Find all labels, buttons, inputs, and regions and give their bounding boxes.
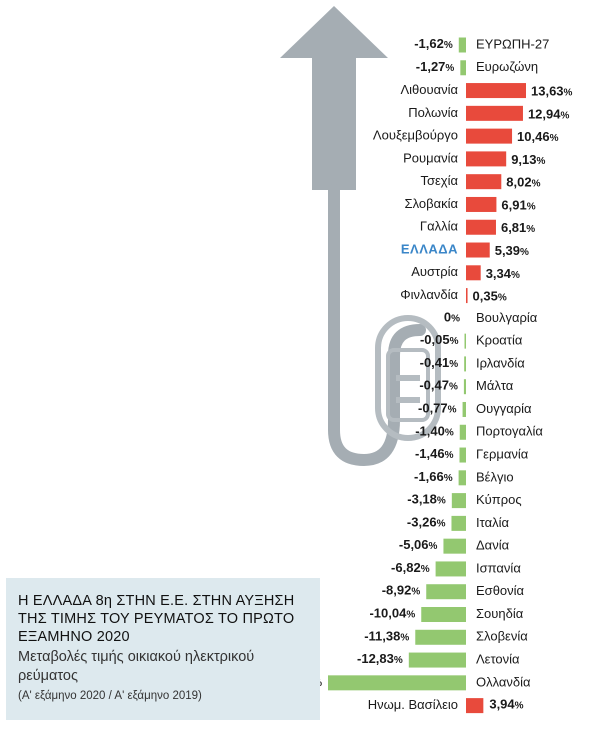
value-label: -1,27% [416, 59, 455, 74]
bar [451, 515, 466, 531]
value-label: 9,13% [511, 152, 545, 167]
category-label: Ηνωμ. Βασίλειο [368, 697, 458, 712]
category-label: Γαλλία [420, 219, 459, 234]
value-label: -8,92% [382, 583, 421, 598]
value-label: 0% [444, 310, 460, 325]
category-label: Σλοβενία [476, 629, 528, 644]
title-box: Η ΕΛΛΑΔΑ 8η ΣΤΗΝ Ε.Ε. ΣΤΗΝ ΑΥΞΗΣΗ ΤΗΣ ΤΙ… [6, 578, 320, 720]
value-label: 0,35% [473, 289, 507, 304]
bar [464, 356, 466, 372]
category-label: Σλοβακία [405, 196, 459, 211]
category-label: Μάλτα [476, 378, 514, 393]
arrow-up-icon [280, 6, 426, 467]
bar [459, 447, 466, 463]
category-label: Βουλγαρία [476, 310, 538, 325]
category-label: ΕΛΛΑΔΑ [401, 241, 458, 256]
bar [451, 493, 466, 509]
category-label: Ιταλία [476, 515, 509, 530]
category-label: Σουηδία [476, 606, 524, 621]
bar [421, 607, 466, 622]
value-label: -6,82% [391, 560, 430, 575]
value-label: 5,39% [495, 243, 529, 258]
bar [408, 652, 466, 668]
bar [466, 151, 507, 167]
value-label: 10,46% [517, 130, 559, 145]
bar [426, 584, 466, 600]
bar [460, 60, 466, 76]
category-label: Ισπανία [476, 560, 521, 575]
category-label: ΕΥΡΩΠΗ-27 [476, 36, 549, 51]
value-label: 8,02% [506, 175, 540, 190]
category-label: Κροατία [476, 333, 523, 348]
bar [466, 128, 513, 144]
value-label: -11,38% [364, 629, 409, 644]
category-label: Δανία [476, 538, 510, 553]
value-label: 6,81% [501, 221, 535, 236]
bar [443, 538, 466, 554]
category-label: Ολλανδία [476, 674, 531, 689]
bar [458, 37, 466, 53]
bar [458, 470, 466, 486]
bar [466, 242, 490, 258]
bar [466, 288, 468, 304]
bar [466, 83, 526, 99]
value-label: -0,41% [420, 355, 459, 370]
bar [463, 379, 466, 395]
bar [328, 675, 466, 691]
value-label: -0,05% [420, 333, 459, 348]
category-label: Ρουμανία [403, 150, 458, 165]
category-label: Φινλανδία [400, 287, 458, 302]
bar [464, 333, 466, 349]
category-label: Ιρλανδία [476, 355, 525, 370]
category-label: Αυστρία [411, 264, 458, 279]
category-label: Πολωνία [408, 105, 458, 120]
bars-layer: ΕΥΡΩΠΗ-27 -1,62% Ευρωζώνη -1,27% Λιθουανία 13… [276, 36, 573, 714]
category-label: Λιθουανία [400, 82, 458, 97]
value-label: 13,63% [531, 84, 573, 99]
bar [466, 105, 523, 121]
power-plug-icon [375, 315, 441, 441]
value-label: 3,94% [489, 697, 523, 712]
category-label: Εσθονία [476, 583, 525, 598]
category-label: Πορτογαλία [476, 424, 543, 439]
category-label: Ουγγαρία [476, 401, 532, 416]
bar [466, 196, 497, 212]
value-label: -3,26% [407, 515, 446, 530]
value-label: -0,47% [419, 378, 458, 393]
value-label: -10,04% [369, 606, 415, 621]
category-label: Λετονία [476, 651, 520, 666]
bar [466, 698, 484, 714]
value-label: -1,40% [415, 424, 454, 439]
bar [462, 401, 466, 417]
value-label: 3,34% [486, 266, 520, 281]
bar [466, 174, 502, 190]
value-label: -5,06% [399, 538, 438, 553]
category-label: Τσεχία [420, 173, 458, 188]
value-label: -1,62% [414, 36, 453, 51]
category-label: Βέλγιο [476, 469, 514, 484]
category-label: Λουξεμβούργο [373, 128, 458, 143]
bar [435, 561, 466, 577]
value-label: -1,66% [414, 469, 453, 484]
value-label: -3,18% [407, 492, 446, 507]
bar [466, 219, 496, 235]
value-label: -0,77% [418, 401, 457, 416]
chart-subtitle: Μεταβολές τιμής οικιακού ηλεκτρικού ρεύμ… [18, 649, 255, 684]
chart-note: (Α' εξάμηνο 2020 / Α' εξάμηνο 2019) [18, 690, 202, 702]
value-label: 6,91% [501, 198, 535, 213]
chart-title: Η ΕΛΛΑΔΑ 8η ΣΤΗΝ Ε.Ε. ΣΤΗΝ ΑΥΞΗΣΗ ΤΗΣ ΤΙ… [18, 593, 295, 645]
bar [415, 629, 466, 645]
category-label: Ευρωζώνη [476, 59, 538, 74]
bar [459, 424, 466, 440]
category-label: Κύπρος [476, 492, 522, 507]
value-label: -1,46% [415, 446, 454, 461]
category-label: Γερμανία [476, 446, 529, 461]
value-label: 12,94% [528, 107, 570, 122]
value-label: -12,83% [357, 651, 403, 666]
bar [466, 265, 481, 281]
